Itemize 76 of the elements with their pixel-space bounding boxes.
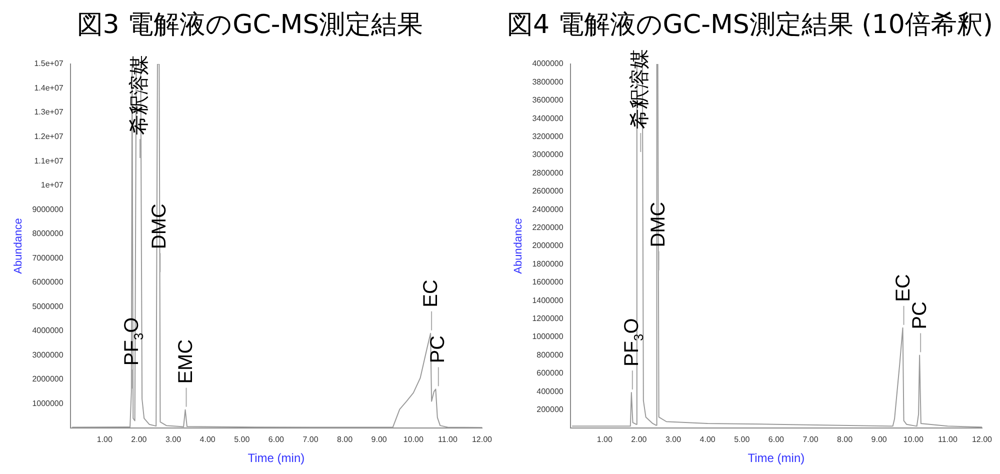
x-axis-title: Time (min) (748, 451, 805, 466)
x-tick-label: 2.00 (631, 435, 648, 444)
y-tick-label: 6000000 (32, 278, 64, 287)
annotation: PF3O (620, 318, 646, 367)
y-tick-label: 3400000 (532, 114, 564, 123)
y-tick-label: 1400000 (532, 296, 564, 305)
y-tick-label: 1000000 (32, 398, 64, 408)
x-tick-label: 7.00 (802, 435, 819, 444)
y-tick-label: 1.2e+07 (34, 132, 64, 142)
y-tick-label: 2400000 (532, 204, 564, 214)
x-tick-label: 4.00 (200, 435, 216, 444)
y-tick-label: 1.3e+07 (34, 108, 64, 117)
y-tick-label: 600000 (536, 368, 564, 378)
x-tick-label: 3.00 (165, 435, 182, 444)
y-tick-label: 200000 (536, 405, 564, 414)
y-tick-label: 400000 (536, 386, 564, 396)
x-axis-title: Time (min) (248, 451, 305, 466)
y-axis-title: Abundance (12, 218, 25, 274)
annotation: PC (909, 301, 932, 330)
x-tick-label: 5.00 (734, 435, 750, 444)
x-tick-label: 10.00 (403, 435, 424, 444)
x-tick-label: 4.00 (700, 435, 716, 444)
annotation: DMC (148, 204, 171, 250)
annotation: PC (426, 335, 449, 364)
x-tick-label: 12.00 (972, 435, 993, 444)
y-tick-label: 3200000 (532, 132, 564, 142)
y-tick-label: 3000000 (532, 150, 564, 160)
annotation: 希釈溶媒 (629, 49, 652, 129)
y-tick-label: 2000000 (32, 374, 64, 384)
y-tick-label: 1800000 (532, 259, 564, 268)
x-tick-label: 2.00 (131, 435, 148, 444)
y-tick-label: 8000000 (32, 229, 64, 238)
y-tick-label: 5000000 (32, 302, 64, 311)
x-tick-label: 10.00 (903, 435, 924, 444)
y-tick-label: 3800000 (532, 77, 564, 86)
x-tick-label: 12.00 (472, 435, 493, 444)
y-tick-label: 1.4e+07 (34, 83, 64, 92)
y-tick-label: 7000000 (32, 253, 64, 262)
chart-title: 図4 電解液のGC-MS測定結果 (10倍希釈) (506, 9, 994, 42)
annotation: 希釈溶媒 (128, 55, 150, 136)
y-tick-label: 1000000 (532, 332, 564, 342)
x-tick-label: 3.00 (665, 435, 682, 444)
y-tick-label: 2200000 (532, 223, 564, 232)
y-tick-label: 1600000 (532, 278, 564, 287)
annotation: EMC (174, 339, 197, 384)
annotation: EC (420, 280, 442, 308)
y-tick-label: 1.5e+07 (34, 59, 64, 68)
y-tick-label: 1e+07 (40, 180, 64, 190)
y-tick-label: 4000000 (32, 326, 64, 336)
y-tick-label: 2600000 (532, 186, 564, 196)
x-tick-label: 5.00 (234, 435, 250, 444)
x-tick-label: 6.00 (768, 435, 785, 444)
x-tick-label: 9.00 (871, 435, 888, 444)
x-tick-label: 1.00 (96, 435, 113, 444)
y-tick-label: 9000000 (32, 204, 64, 214)
y-tick-label: 2000000 (532, 241, 564, 250)
x-tick-label: 1.00 (596, 435, 613, 444)
y-tick-label: 800000 (536, 350, 564, 360)
annotation: EC (892, 274, 914, 302)
y-tick-label: 2800000 (532, 168, 564, 178)
x-tick-label: 8.00 (336, 435, 354, 444)
annotation: DMC (647, 202, 670, 248)
x-tick-label: 11.00 (938, 435, 958, 444)
x-tick-label: 8.00 (836, 435, 854, 444)
chart-title: 図3 電解液のGC-MS測定結果 (76, 9, 424, 42)
y-tick-label: 4000000 (532, 59, 564, 68)
y-tick-label: 3600000 (532, 96, 564, 105)
y-tick-label: 3000000 (32, 350, 64, 360)
y-tick-label: 1.1e+07 (34, 156, 64, 166)
x-tick-label: 6.00 (268, 435, 285, 444)
y-tick-label: 1200000 (532, 314, 564, 324)
x-tick-label: 11.00 (438, 435, 458, 444)
x-tick-label: 7.00 (302, 435, 319, 444)
x-tick-label: 9.00 (371, 435, 388, 444)
annotation: PF3O (120, 317, 146, 366)
y-axis-title: Abundance (512, 218, 525, 274)
